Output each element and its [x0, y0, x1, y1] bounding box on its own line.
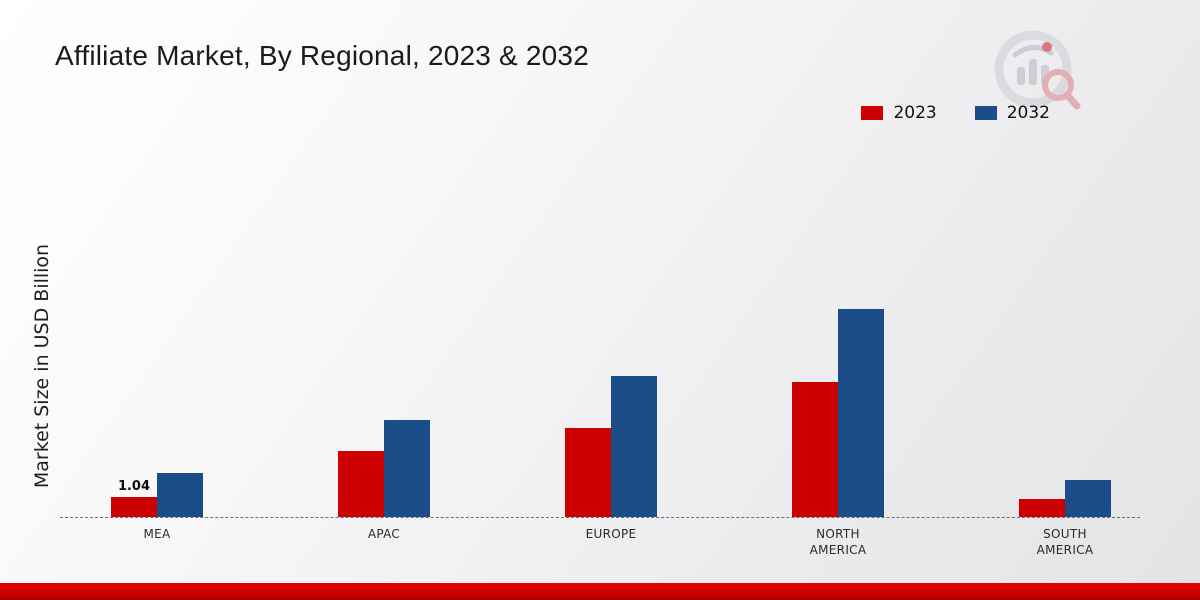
bar-2032-south-america [1065, 480, 1111, 517]
bar-2023-europe [565, 428, 611, 517]
legend: 2023 2032 [861, 103, 1050, 123]
category-label-mea: MEA [143, 527, 171, 541]
legend-item-2023: 2023 [861, 103, 937, 123]
chart-title: Affiliate Market, By Regional, 2023 & 20… [55, 40, 589, 71]
bar-2032-europe [611, 376, 657, 517]
bar-2032-mea [157, 473, 203, 517]
bar-2023-north-america [792, 382, 838, 517]
legend-swatch-2032 [974, 106, 997, 120]
category-label-north-america: NORTH AMERICA [809, 527, 867, 558]
bar-2023-mea [111, 497, 157, 517]
legend-swatch-2023 [861, 106, 884, 120]
category-label-apac: APAC [367, 527, 401, 541]
bar-2032-north-america [838, 309, 884, 517]
logo-bar-2 [1029, 59, 1037, 85]
legend-label-2032: 2032 [1006, 103, 1050, 123]
category-label-south-america: SOUTH AMERICA [1036, 527, 1094, 558]
logo-red-dot [1042, 42, 1052, 52]
bar-2023-apac [338, 451, 384, 517]
bottom-red-band [0, 583, 1200, 600]
bar-2023-south-america [1019, 499, 1065, 517]
category-label-europe: EUROPE [585, 527, 637, 541]
x-axis-line [60, 517, 1140, 518]
logo-magnifier-icon [1042, 69, 1074, 101]
logo-magnifier-handle [1063, 91, 1081, 110]
legend-label-2023: 2023 [893, 103, 937, 123]
mrf-logo [994, 30, 1081, 110]
logo-ring [994, 30, 1072, 108]
bar-value-label: 1.04 [117, 479, 151, 494]
bar-2032-apac [384, 420, 430, 517]
legend-item-2032: 2032 [974, 103, 1050, 123]
logo-bar-1 [1017, 67, 1025, 85]
